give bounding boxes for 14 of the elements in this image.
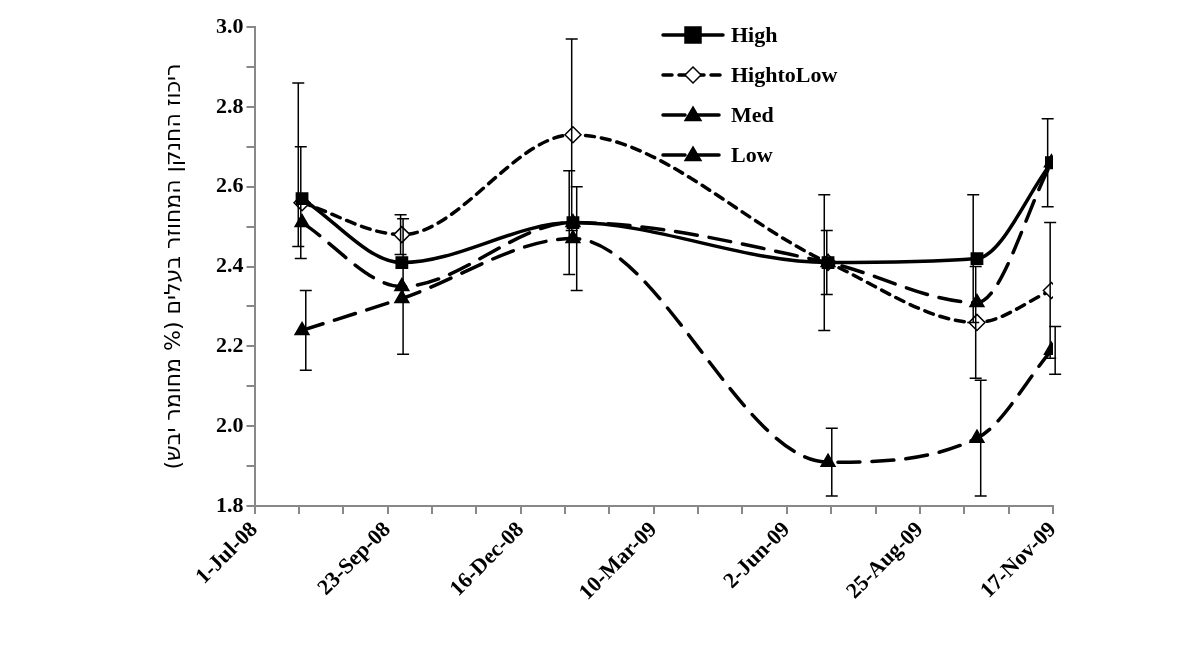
y-tick-label: 2.6 <box>216 172 244 198</box>
y-tick-label: 2.0 <box>216 411 244 437</box>
y-axis-title: ריכוז החנקן המחוזר בעלים (% מחומר יבש) <box>160 63 186 470</box>
y-tick-label: 2.8 <box>216 92 244 118</box>
legend-label: High <box>731 21 778 47</box>
legend-label: Med <box>731 101 774 127</box>
legend-label: HightoLow <box>731 61 838 87</box>
y-tick-label: 2.4 <box>216 252 244 278</box>
point <box>820 453 836 467</box>
y-tick-label: 1.8 <box>216 491 244 517</box>
legend-label: Low <box>731 141 773 167</box>
y-tick-label: 2.2 <box>216 332 244 358</box>
point <box>969 429 985 443</box>
y-tick-label: 3.0 <box>216 12 244 38</box>
